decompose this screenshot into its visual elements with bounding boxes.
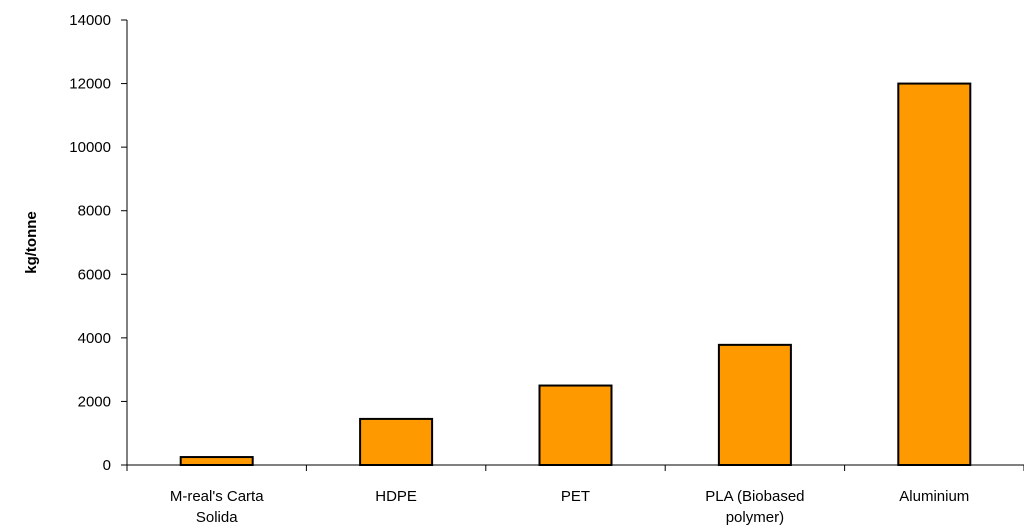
category-label: PET: [561, 488, 590, 505]
category-labels: M-real's Carta Solida HDPE PET PLA (Biobased…: [170, 488, 969, 526]
y-axis-title: kg/tonne: [23, 211, 40, 274]
category-label-line: PLA (Biobased: [705, 488, 804, 505]
category-label-line: Aluminium: [899, 488, 969, 505]
y-axis: 0 2000 4000 6000 8000 10000 12000 14000: [69, 12, 128, 474]
category-label: HDPE: [375, 488, 417, 505]
y-tick-label: 10000: [69, 139, 111, 156]
y-tick-label: 14000: [69, 12, 111, 29]
category-label: Aluminium: [899, 488, 969, 505]
bar-4: [897, 82, 972, 466]
category-label-line: Solida: [196, 509, 238, 526]
bar-2: [538, 384, 613, 466]
category-label-line: HDPE: [375, 488, 417, 505]
y-axis-title-group: kg/tonne: [23, 211, 40, 274]
category-label: PLA (Biobased polymer): [705, 488, 804, 526]
bar-1: [359, 417, 434, 466]
bars-group: [179, 82, 972, 467]
category-label-line: polymer): [726, 509, 784, 526]
y-tick-label: 4000: [78, 330, 111, 347]
y-tick-label: 12000: [69, 76, 111, 93]
bar-3: [717, 343, 792, 467]
bar-0: [179, 456, 254, 466]
category-label-line: PET: [561, 488, 590, 505]
y-tick-label: 2000: [78, 393, 111, 410]
category-label: M-real's Carta Solida: [170, 488, 264, 526]
y-tick-label: 8000: [78, 203, 111, 220]
y-tick-label: 6000: [78, 266, 111, 283]
y-tick-label: 0: [103, 457, 111, 474]
category-label-line: M-real's Carta: [170, 488, 264, 505]
